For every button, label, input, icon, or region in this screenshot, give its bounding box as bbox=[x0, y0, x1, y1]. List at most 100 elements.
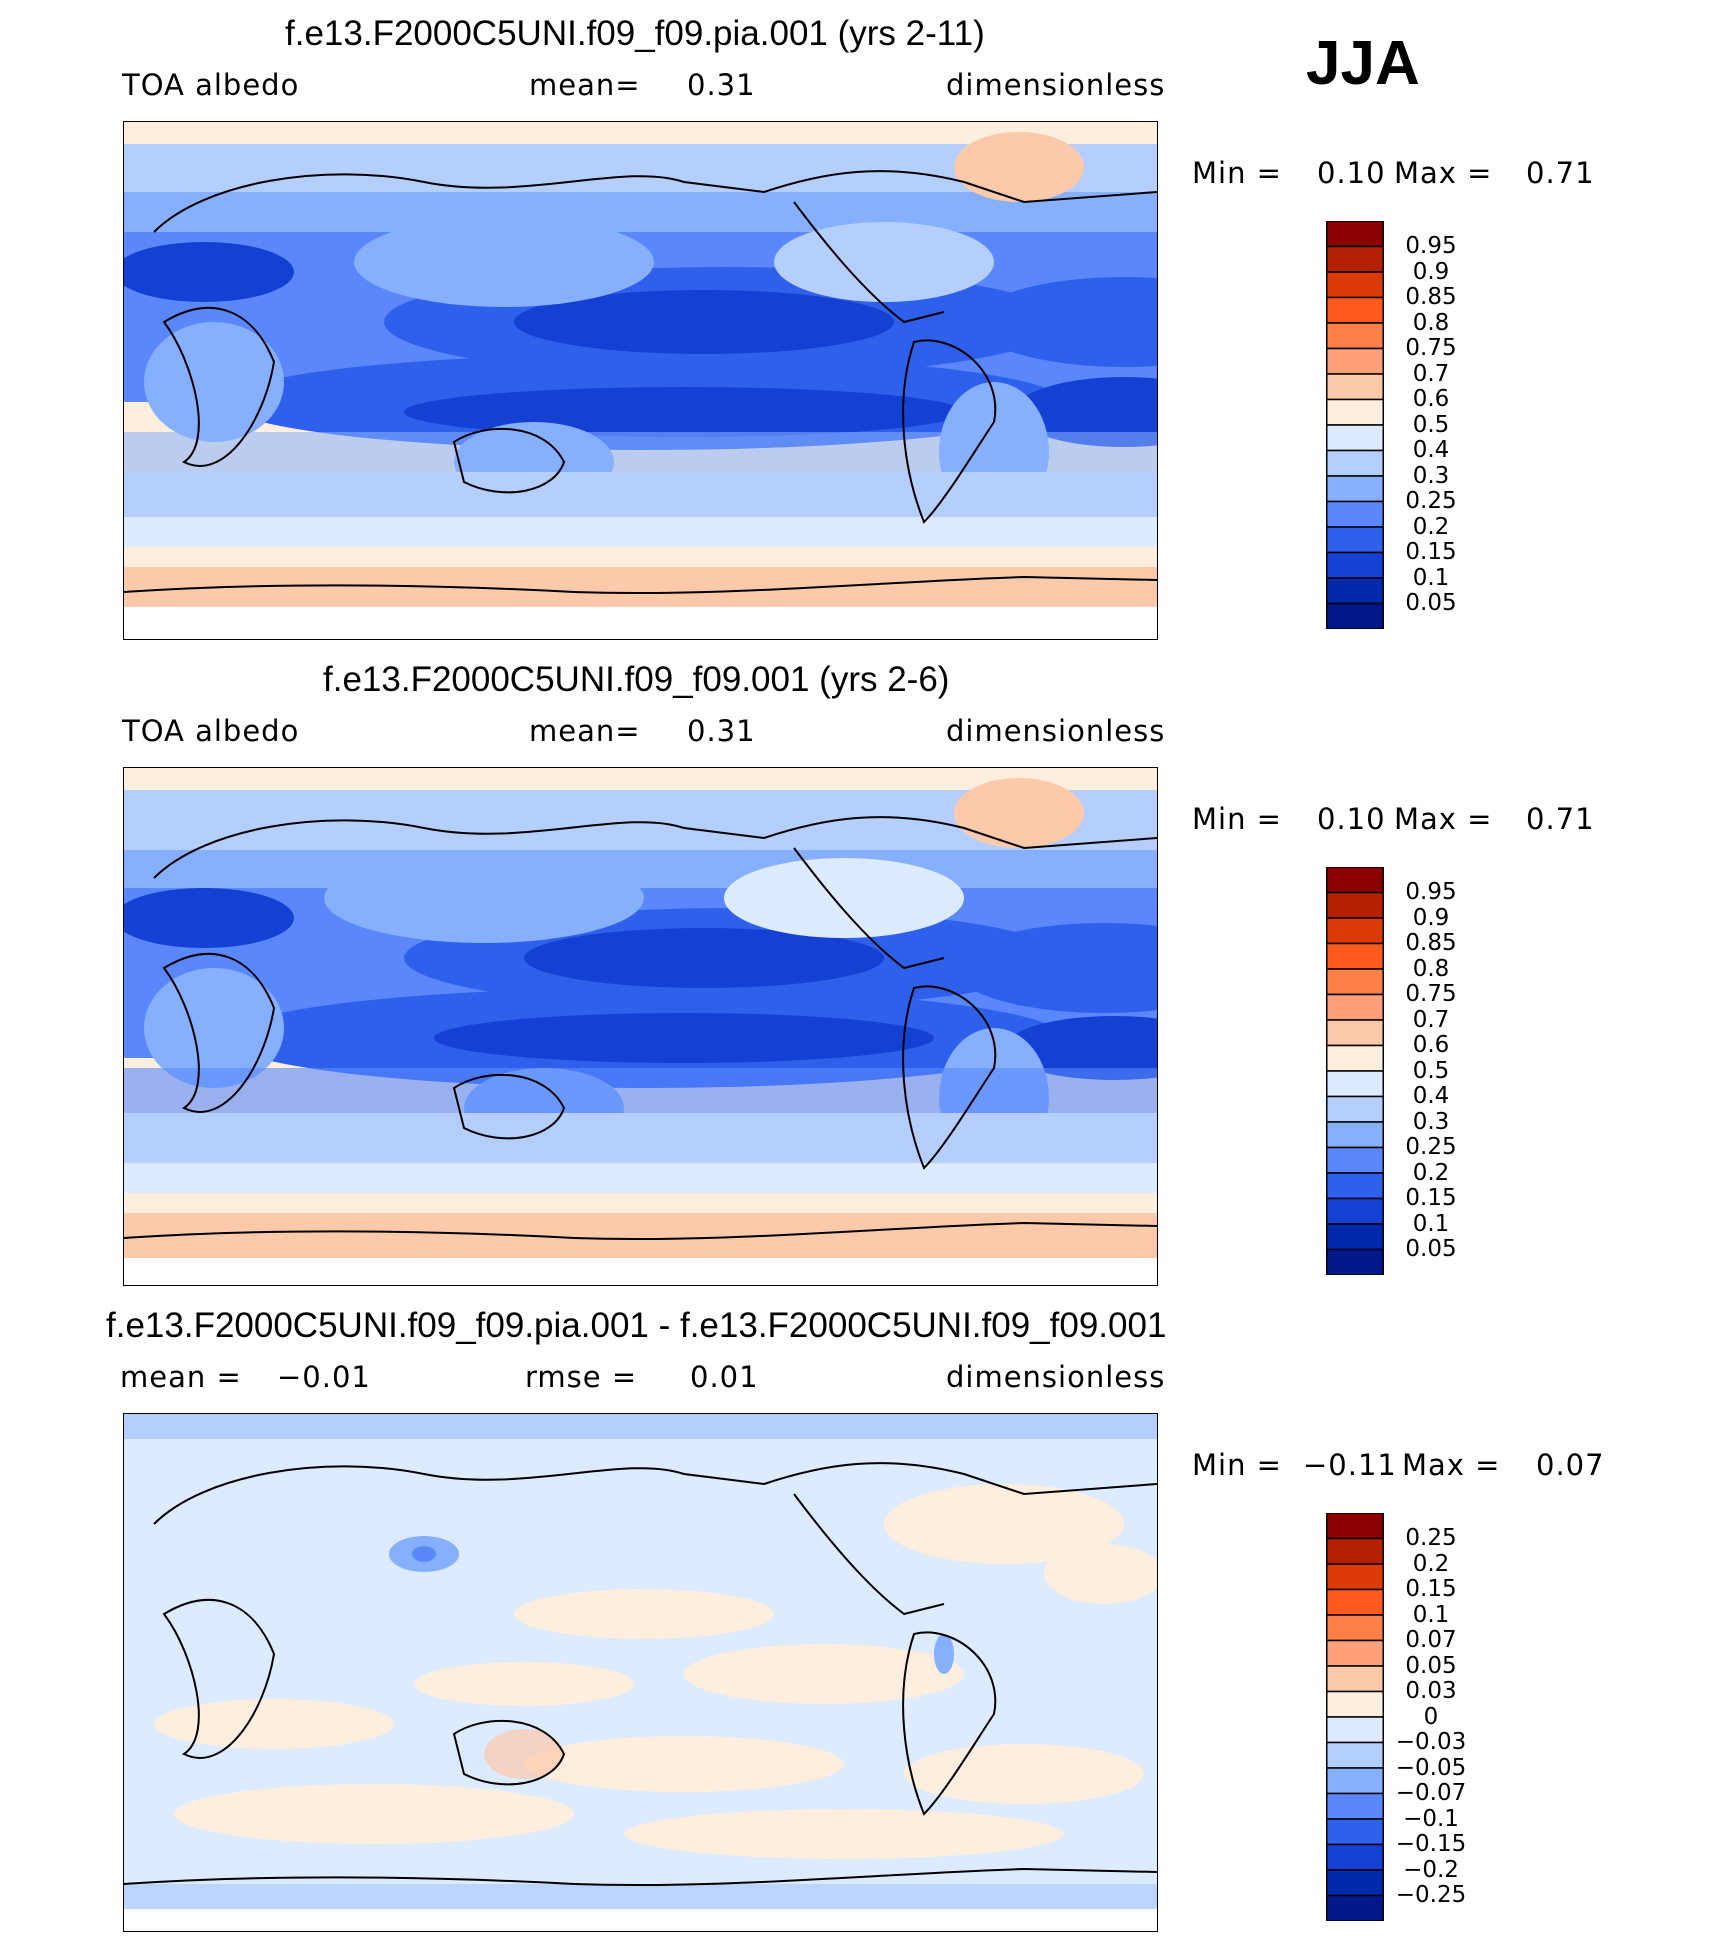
panel-1-min-value: 0.10 bbox=[1317, 156, 1386, 190]
colorbar-label: 0.05 bbox=[1405, 1236, 1457, 1262]
panel-2-min-label: Min = bbox=[1192, 802, 1282, 836]
panel-3-max-label: Max = bbox=[1402, 1448, 1501, 1482]
colorbar-swatch bbox=[1326, 245, 1384, 273]
colorbar-label: −0.07 bbox=[1395, 1780, 1467, 1806]
panel-3-mean-value: −0.01 bbox=[277, 1360, 371, 1394]
colorbar-swatch bbox=[1326, 993, 1384, 1021]
panel-3-rmse-label: rmse = bbox=[525, 1360, 638, 1394]
colorbar-swatch bbox=[1326, 1639, 1384, 1667]
panel-2-mean-value: 0.31 bbox=[687, 714, 756, 748]
panel-3-map bbox=[123, 1413, 1158, 1932]
colorbar-label: 0.25 bbox=[1405, 1525, 1457, 1551]
colorbar-label: 0.1 bbox=[1412, 1210, 1450, 1237]
colorbar-swatch bbox=[1326, 1869, 1384, 1897]
colorbar-label: 0.15 bbox=[1405, 539, 1457, 565]
colorbar-label: 0.3 bbox=[1412, 1108, 1450, 1135]
colorbar-swatch bbox=[1326, 1741, 1384, 1769]
colorbar-label: 0.05 bbox=[1405, 1652, 1457, 1679]
colorbar-swatch bbox=[1326, 220, 1384, 248]
colorbar-label: 0.8 bbox=[1412, 955, 1450, 982]
colorbar-label: 0.03 bbox=[1405, 1678, 1457, 1704]
panel-1-min-label: Min = bbox=[1192, 156, 1282, 190]
colorbar-swatch bbox=[1326, 373, 1384, 401]
panel-3-max-value: 0.07 bbox=[1536, 1448, 1605, 1482]
season-label: JJA bbox=[1306, 29, 1420, 98]
colorbar-swatch bbox=[1326, 1716, 1384, 1744]
colorbar-label: 0.7 bbox=[1412, 1006, 1450, 1033]
colorbar-label: 0.1 bbox=[1412, 564, 1450, 591]
colorbar-svg bbox=[1326, 866, 1384, 1276]
colorbar-swatch bbox=[1326, 424, 1384, 452]
panel-1-max-label: Max = bbox=[1394, 156, 1493, 190]
colorbar-label: −0.25 bbox=[1395, 1882, 1467, 1908]
colorbar-label: 0.2 bbox=[1412, 1159, 1450, 1186]
colorbar-label: 0.5 bbox=[1412, 411, 1450, 438]
panel-2-min-value: 0.10 bbox=[1317, 802, 1386, 836]
panel-1-mean-label: mean= bbox=[529, 68, 641, 102]
colorbar-swatch bbox=[1326, 1223, 1384, 1251]
colorbar-label: 0.1 bbox=[1412, 1601, 1450, 1628]
panel-2-title: f.e13.F2000C5UNI.f09_f09.001 (yrs 2-6) bbox=[323, 660, 950, 699]
panel-2-max-value: 0.71 bbox=[1526, 802, 1595, 836]
colorbar-swatch bbox=[1326, 1818, 1384, 1846]
colorbar-label: 0.3 bbox=[1412, 462, 1450, 489]
panel-1-colorbar: 0.95 0.9 0.85 0.8 0.75 0.7 0.6 0.5 0.4 0.3 0.25 0.2… bbox=[1326, 220, 1457, 630]
panel-1-units-label: dimensionless bbox=[946, 68, 1166, 102]
panel-1-max-value: 0.71 bbox=[1526, 156, 1595, 190]
colorbar-swatch bbox=[1326, 1537, 1384, 1565]
colorbar-swatch bbox=[1326, 500, 1384, 528]
colorbar-label: 0.95 bbox=[1405, 879, 1457, 905]
colorbar-label: 0.7 bbox=[1412, 360, 1450, 387]
colorbar-swatch bbox=[1326, 322, 1384, 350]
panel-1-title: f.e13.F2000C5UNI.f09_f09.pia.001 (yrs 2-… bbox=[285, 14, 985, 53]
colorbar-swatch bbox=[1326, 347, 1384, 375]
colorbar-swatch bbox=[1326, 917, 1384, 945]
colorbar-svg bbox=[1326, 220, 1384, 630]
panel-3-mean-label: mean = bbox=[120, 1360, 242, 1394]
colorbar-swatch bbox=[1326, 1588, 1384, 1616]
colorbar-label: 0.95 bbox=[1405, 233, 1457, 259]
colorbar-label: 0.2 bbox=[1412, 1550, 1450, 1577]
panel-3-rmse-value: 0.01 bbox=[690, 1360, 759, 1394]
colorbar-swatch bbox=[1326, 1665, 1384, 1693]
panel-2-mean-label: mean= bbox=[529, 714, 641, 748]
colorbar-swatch bbox=[1326, 1843, 1384, 1871]
colorbar-swatch bbox=[1326, 475, 1384, 503]
colorbar-swatch bbox=[1326, 296, 1384, 324]
colorbar-label: 0.5 bbox=[1412, 1057, 1450, 1084]
colorbar-label: 0.75 bbox=[1405, 981, 1457, 1007]
colorbar-label: 0.25 bbox=[1405, 488, 1457, 514]
colorbar-swatch bbox=[1326, 1197, 1384, 1225]
colorbar-swatch bbox=[1326, 1019, 1384, 1047]
panel-3-min-value: −0.11 bbox=[1303, 1448, 1397, 1482]
panel-1-mean-value: 0.31 bbox=[687, 68, 756, 102]
colorbar-swatch bbox=[1326, 866, 1384, 894]
panel-3-min-label: Min = bbox=[1192, 1448, 1282, 1482]
colorbar-label: −0.05 bbox=[1395, 1754, 1467, 1781]
panel-2-max-label: Max = bbox=[1394, 802, 1493, 836]
colorbar-swatch bbox=[1326, 1172, 1384, 1200]
colorbar-label: 0.4 bbox=[1412, 437, 1450, 463]
colorbar-swatch bbox=[1326, 1767, 1384, 1795]
colorbar-label: −0.15 bbox=[1395, 1831, 1467, 1857]
colorbar-label: 0.6 bbox=[1412, 1032, 1450, 1058]
panel-2-colorbar: 0.95 0.9 0.85 0.8 0.75 0.7 0.6 0.5 0.4 0.3 0.25 0.2… bbox=[1326, 866, 1457, 1276]
colorbar-swatch bbox=[1326, 1512, 1384, 1540]
colorbar-label: 0.15 bbox=[1405, 1185, 1457, 1211]
colorbar-swatch bbox=[1326, 551, 1384, 579]
colorbar-label: −0.03 bbox=[1395, 1729, 1467, 1755]
colorbar-swatch bbox=[1326, 526, 1384, 554]
colorbar-swatch bbox=[1326, 271, 1384, 299]
colorbar-swatch bbox=[1326, 891, 1384, 919]
colorbar-label: 0 bbox=[1423, 1703, 1439, 1730]
panel-3-units-label: dimensionless bbox=[946, 1360, 1166, 1394]
colorbar-swatch bbox=[1326, 1563, 1384, 1591]
colorbar-label: 0.07 bbox=[1405, 1627, 1457, 1653]
colorbar-label: 0.2 bbox=[1412, 513, 1450, 540]
colorbar-label: 0.9 bbox=[1412, 258, 1450, 285]
colorbar-swatch bbox=[1326, 1146, 1384, 1174]
colorbar-svg bbox=[1326, 1512, 1384, 1922]
panel-1-map bbox=[123, 121, 1158, 640]
colorbar-label: 0.25 bbox=[1405, 1134, 1457, 1160]
colorbar-swatch bbox=[1326, 602, 1384, 630]
